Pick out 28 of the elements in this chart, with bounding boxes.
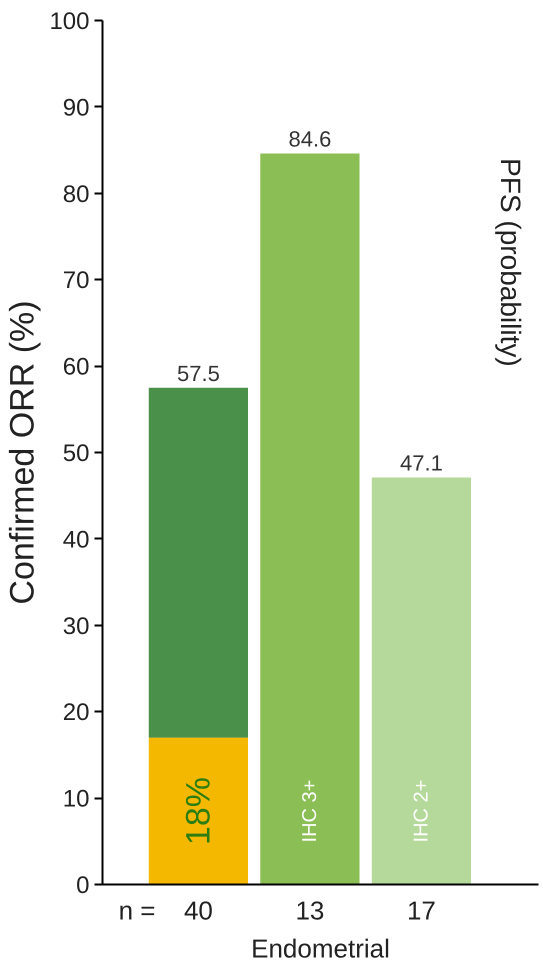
y-tick-label: 70 bbox=[62, 267, 90, 294]
y-tick-label: 0 bbox=[76, 872, 90, 899]
annotation: 18% bbox=[179, 777, 218, 846]
y-tick-label: 30 bbox=[62, 612, 90, 640]
y-tick-label: 10 bbox=[62, 786, 90, 813]
annotation: IHC 3+ bbox=[298, 780, 321, 842]
y-tick-label: 80 bbox=[62, 180, 90, 208]
x-tick-label: 13 bbox=[295, 896, 324, 926]
y-tick-label: 40 bbox=[62, 526, 90, 554]
y-axis-title: Confirmed ORR (%) bbox=[3, 300, 42, 605]
text: n = bbox=[118, 896, 156, 926]
bar bbox=[148, 388, 248, 738]
x-axis-title: Endometrial bbox=[251, 934, 390, 964]
y-tick-label: 90 bbox=[62, 94, 90, 122]
x-tick-label: 40 bbox=[184, 896, 213, 926]
annotation: IHC 2+ bbox=[410, 780, 432, 842]
y-tick-label: 50 bbox=[62, 440, 90, 467]
bar bbox=[260, 154, 360, 884]
bar bbox=[372, 478, 472, 884]
total-label: 84.6 bbox=[288, 126, 332, 152]
bar bbox=[148, 738, 248, 884]
y-tick-label: 60 bbox=[62, 354, 90, 381]
total-label: 47.1 bbox=[400, 450, 443, 476]
total-label: 57.5 bbox=[176, 360, 220, 386]
annotation: PFS (probability) bbox=[495, 158, 526, 367]
y-tick-label: 20 bbox=[62, 699, 90, 726]
x-tick-label: 17 bbox=[406, 896, 436, 926]
y-tick-label: 100 bbox=[49, 8, 90, 35]
